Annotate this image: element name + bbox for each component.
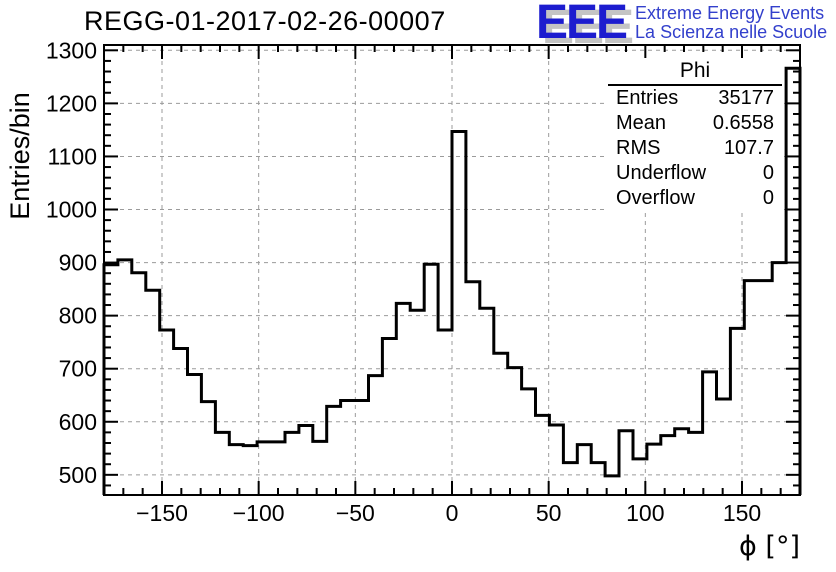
y-axis-title: Entries/bin [5,92,35,220]
x-axis-title: ϕ [°] [739,531,800,562]
svg-text:−150: −150 [136,500,188,526]
svg-text:600: 600 [59,409,97,435]
stats-value: 0 [762,187,774,209]
stats-row: RMS 107.7 [616,136,774,161]
histogram-line [102,66,802,495]
stats-row: Overflow 0 [616,186,774,211]
stats-value: 0.6558 [712,112,774,134]
svg-text:50: 50 [536,500,562,526]
y-tick-labels: 500 600 700 800 900 1000 1100 1200 1300 [46,37,97,488]
svg-text:0: 0 [446,500,459,526]
stats-label: Overflow [616,187,695,209]
eee-logo-line1: Extreme Energy Events [635,3,825,23]
plot-title: REGG-01-2017-02-26-00007 [84,6,446,36]
stats-value: 35177 [718,87,774,109]
svg-text:1000: 1000 [46,197,97,223]
svg-text:1200: 1200 [46,90,97,116]
eee-logo: EEE Extreme Energy Events La Scienza nel… [536,0,827,49]
plot-frame [103,44,801,496]
eee-logo-line2: La Scienza nelle Scuole [635,22,828,42]
svg-text:−50: −50 [336,500,375,526]
stats-label: Underflow [616,162,707,184]
stats-row: Mean 0.6558 [616,111,774,136]
svg-text:−100: −100 [233,500,285,526]
svg-text:500: 500 [59,462,97,488]
svg-text:800: 800 [59,303,97,329]
stats-label: Entries [616,87,679,109]
eee-logo-acronym: EEE [536,0,628,49]
svg-text:100: 100 [626,500,664,526]
svg-text:1100: 1100 [48,143,97,169]
svg-text:700: 700 [59,356,97,382]
stats-label: RMS [616,137,661,159]
stats-value: 107.7 [723,137,774,159]
stats-label: Mean [616,112,667,134]
svg-text:150: 150 [723,500,761,526]
stats-row: Underflow 0 [616,161,774,186]
stats-box: Phi Entries 35177 Mean 0.6558 RMS 107.7 … [608,58,782,211]
x-tick-labels: −150 −100 −50 0 50 100 150 [136,500,761,526]
stats-row: Entries 35177 [616,86,774,111]
svg-text:1300: 1300 [46,37,97,63]
stats-title: Phi [608,58,782,86]
stats-value: 0 [762,162,774,184]
eee-logo-text: Extreme Energy Events La Scienza nelle S… [635,4,827,42]
svg-text:900: 900 [59,250,97,276]
